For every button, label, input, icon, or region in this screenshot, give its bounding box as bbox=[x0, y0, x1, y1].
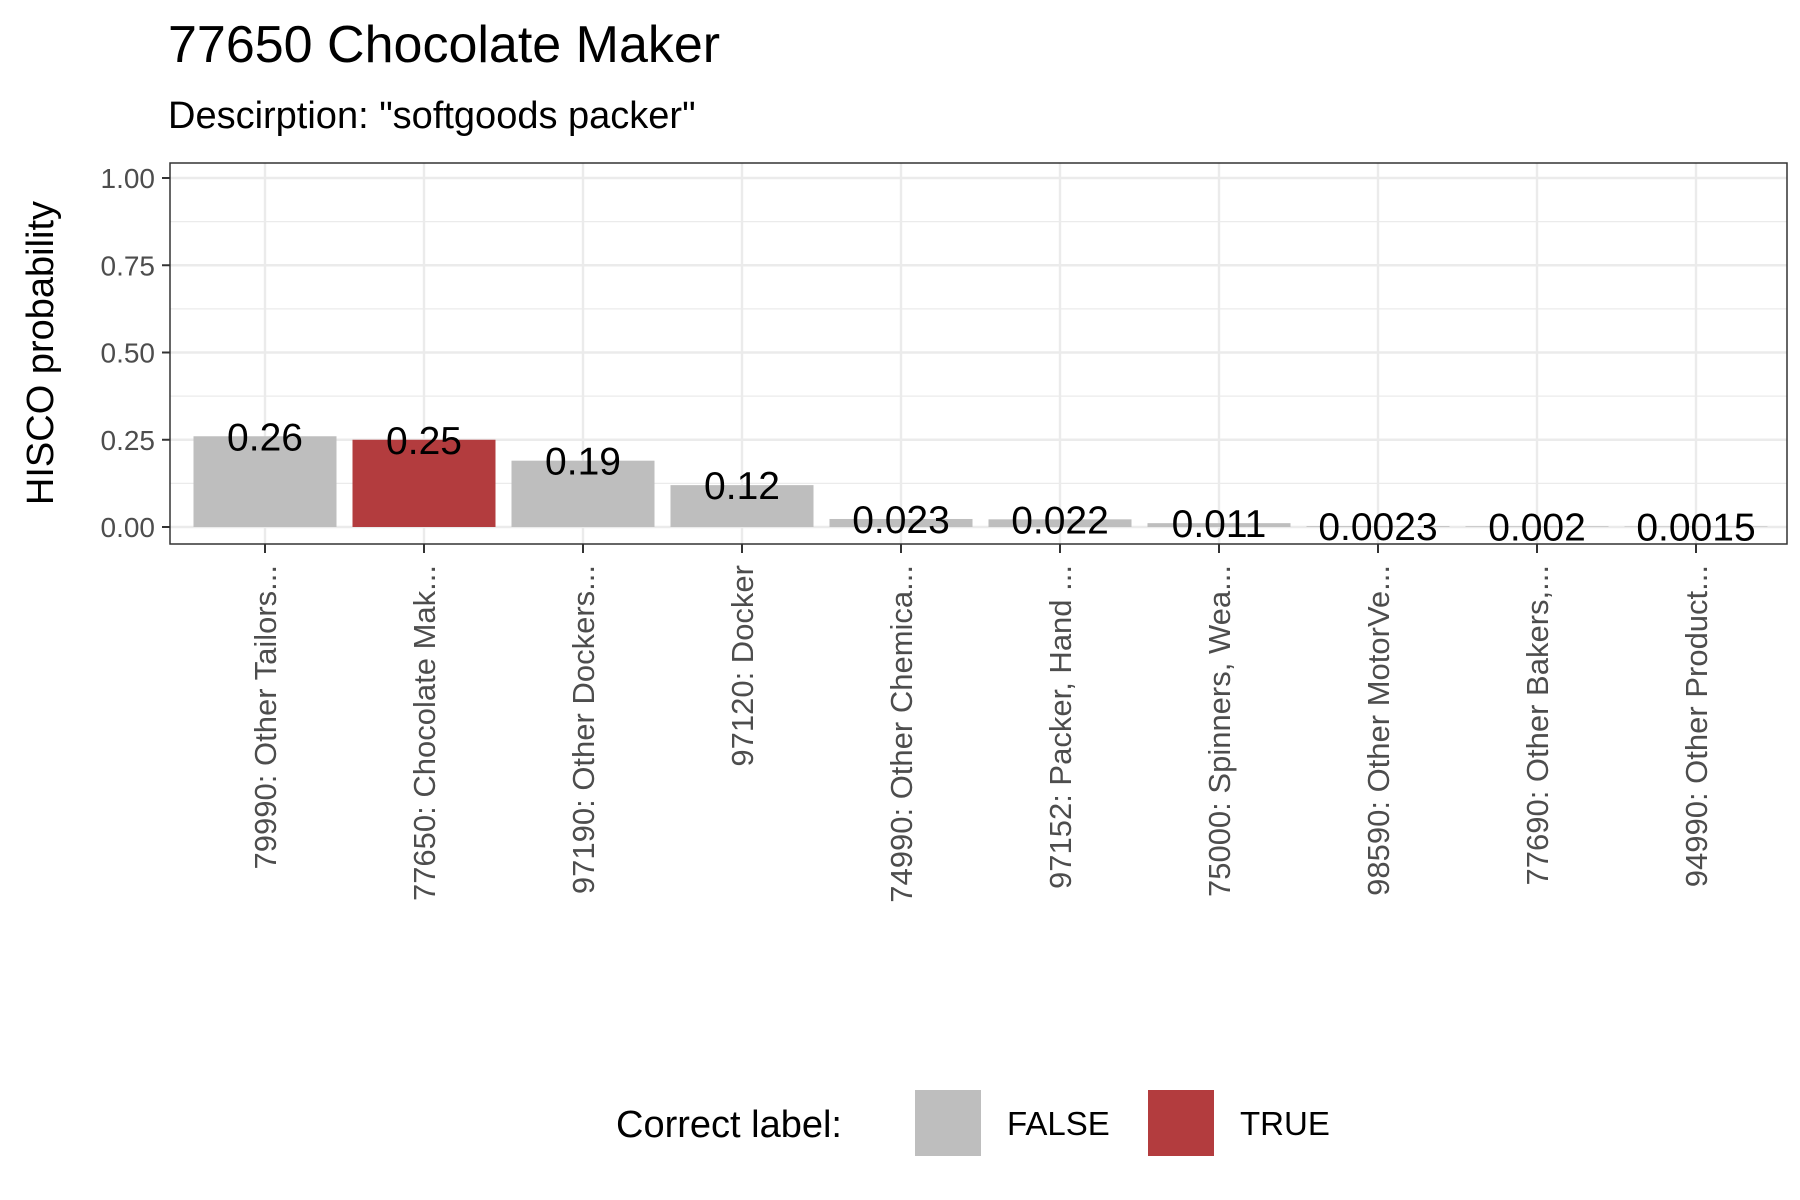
x-tick-label: 97190: Other Dockers... bbox=[566, 565, 601, 894]
x-tick-label: 77650: Chocolate Mak... bbox=[407, 565, 442, 901]
y-axis: 0.00 0.25 0.50 0.75 1.00 bbox=[101, 163, 170, 543]
bar bbox=[988, 519, 1132, 527]
y-tick-label: 1.00 bbox=[101, 163, 156, 194]
chart-subtitle: Descirption: "softgoods packer" bbox=[168, 95, 696, 137]
x-axis: 79990: Other Tailors... 77650: Chocolate … bbox=[248, 544, 1714, 903]
data-label: 0.25 bbox=[386, 420, 462, 463]
bar bbox=[1147, 523, 1291, 527]
x-tick-label: 75000: Spinners, Wea... bbox=[1202, 565, 1237, 897]
data-label: 0.0015 bbox=[1636, 506, 1755, 549]
chart-title: 77650 Chocolate Maker bbox=[168, 16, 720, 74]
x-tick-label: 97152: Packer, Hand ... bbox=[1043, 565, 1078, 889]
data-label: 0.26 bbox=[227, 416, 303, 459]
y-axis-title: HISCO probability bbox=[20, 201, 62, 505]
legend-label-true: TRUE bbox=[1240, 1105, 1330, 1142]
legend-key-false bbox=[915, 1090, 981, 1156]
legend-title: Correct label: bbox=[616, 1104, 842, 1146]
x-tick-label: 98590: Other MotorVe... bbox=[1361, 565, 1396, 896]
bar bbox=[1624, 526, 1768, 527]
x-tick-label: 79990: Other Tailors... bbox=[248, 565, 283, 869]
grid-major-y bbox=[170, 176, 1787, 529]
plot-panel: 0.26 0.25 0.19 0.12 0.023 0.022 0.011 0.0023 0.0… bbox=[169, 162, 1788, 549]
x-tick-label: 94990: Other Product... bbox=[1679, 565, 1714, 887]
data-label: 0.022 bbox=[1011, 499, 1109, 542]
bar bbox=[193, 436, 337, 527]
data-label: 0.011 bbox=[1172, 503, 1267, 546]
data-label: 0.0023 bbox=[1318, 506, 1437, 549]
y-tick-label: 0.50 bbox=[101, 338, 156, 369]
bar bbox=[1306, 526, 1450, 527]
legend: Correct label: FALSE TRUE bbox=[616, 1090, 1330, 1156]
data-label: 0.19 bbox=[545, 441, 621, 484]
y-tick-label: 0.00 bbox=[101, 512, 156, 543]
data-label: 0.12 bbox=[704, 465, 780, 508]
x-tick-label: 77690: Other Bakers,... bbox=[1520, 565, 1555, 886]
legend-key-true bbox=[1148, 1090, 1214, 1156]
bar bbox=[352, 439, 496, 527]
y-tick-label: 0.25 bbox=[101, 425, 156, 456]
x-tick-label: 74990: Other Chemica... bbox=[884, 565, 919, 903]
bars bbox=[193, 436, 1768, 527]
legend-label-false: FALSE bbox=[1007, 1105, 1110, 1142]
y-tick-label: 0.75 bbox=[101, 250, 156, 281]
bar bbox=[829, 518, 973, 527]
data-labels: 0.26 0.25 0.19 0.12 0.023 0.022 0.011 0.0023 0.0… bbox=[227, 416, 1756, 549]
bar bbox=[511, 460, 655, 527]
bar bbox=[670, 485, 814, 527]
bar bbox=[1465, 526, 1609, 527]
data-label: 0.023 bbox=[852, 499, 950, 542]
x-tick-label: 97120: Docker bbox=[725, 565, 760, 767]
data-label: 0.002 bbox=[1488, 506, 1586, 549]
